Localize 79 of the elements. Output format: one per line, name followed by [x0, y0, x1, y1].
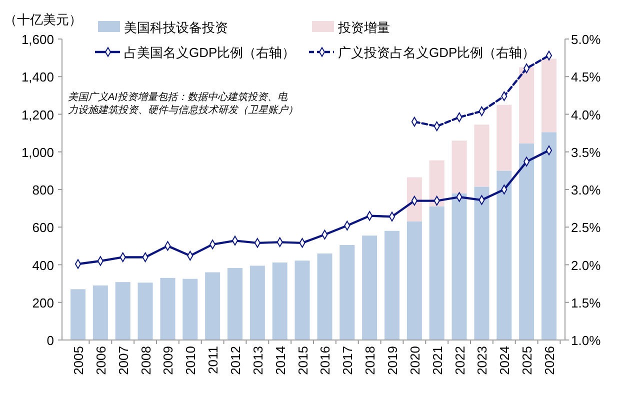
bar — [541, 132, 557, 340]
x-tick-label: 2006 — [93, 346, 108, 375]
bar — [474, 124, 490, 187]
y2-tick-label: 3.5% — [571, 144, 602, 160]
x-tick-label: 2017 — [340, 346, 356, 375]
bar — [496, 170, 512, 340]
point — [74, 259, 82, 269]
bar — [272, 262, 288, 340]
point — [546, 50, 552, 60]
bar — [519, 67, 534, 144]
x-tick-label: 2013 — [250, 346, 266, 375]
bar — [294, 260, 310, 340]
y-tick-label: 400 — [32, 258, 54, 273]
y2-tick-label: 2.0% — [571, 258, 602, 273]
bar — [406, 177, 422, 222]
x-tick-label: 2026 — [542, 346, 557, 375]
bar — [384, 230, 400, 340]
bar — [406, 221, 422, 340]
bar — [340, 244, 355, 340]
y-tick-label: 800 — [32, 182, 54, 198]
bar — [160, 278, 176, 340]
y2-tick-label: 1.5% — [571, 295, 602, 310]
bar — [182, 278, 198, 340]
y-tick-label: 0 — [46, 333, 54, 348]
legend-label: 广义投资占名义GDP比例（右轴） — [338, 45, 536, 60]
y2-tick-label: 5.0% — [571, 32, 602, 47]
y-axis-title: （十亿美元） — [4, 12, 82, 27]
bar — [92, 285, 108, 340]
y2-tick-label: 4.0% — [571, 107, 602, 122]
y-tick-label: 1,400 — [21, 70, 54, 85]
x-tick-label: 2023 — [474, 346, 490, 375]
x-tick-label: 2005 — [71, 346, 86, 375]
x-tick-label: 2008 — [138, 346, 154, 375]
bar — [250, 266, 265, 340]
x-tick-label: 2009 — [160, 346, 176, 375]
x-tick-label: 2018 — [362, 346, 378, 375]
bar — [429, 160, 444, 206]
bar — [541, 58, 557, 132]
x-tick-label: 2021 — [430, 346, 445, 375]
point — [388, 212, 396, 222]
bar — [115, 282, 130, 340]
bar — [205, 272, 220, 340]
point — [546, 146, 552, 156]
annotation: 美国广义AI投资增量包括：数据中心建筑投资、电力设施建筑投资、硬件与信息技术研发（卫星账户） — [68, 91, 298, 116]
x-tick-label: 2024 — [497, 346, 512, 375]
legend-label: 占美国名义GDP比例（右轴） — [124, 45, 296, 60]
bar — [452, 140, 467, 194]
x-tick-label: 2015 — [295, 346, 310, 375]
y-tick-label: 200 — [32, 295, 54, 310]
y2-tick-label: 3.0% — [571, 182, 602, 198]
x-tick-label: 2011 — [206, 346, 221, 374]
bar — [70, 289, 86, 340]
y-tick-label: 600 — [32, 220, 54, 236]
legend-label: 美国科技设备投资 — [124, 20, 228, 35]
bar — [138, 282, 153, 340]
x-tick-label: 2022 — [452, 346, 468, 375]
bar — [496, 104, 512, 171]
legend-label: 投资增量 — [337, 20, 390, 35]
x-tick-label: 2016 — [318, 346, 333, 375]
y-tick-label: 1,200 — [21, 107, 54, 122]
x-tick-label: 2014 — [272, 346, 288, 375]
bar — [474, 186, 490, 340]
y-tick-label: 1,000 — [21, 144, 54, 160]
y2-tick-label: 4.5% — [571, 70, 602, 85]
bar — [519, 143, 534, 340]
bar — [227, 268, 243, 340]
y-tick-label: 1,600 — [21, 32, 54, 47]
x-tick-label: 2025 — [520, 346, 535, 375]
bar — [317, 253, 332, 340]
y2-tick-label: 1.0% — [571, 333, 602, 348]
bar — [362, 236, 378, 340]
x-tick-label: 2019 — [385, 346, 400, 375]
x-tick-label: 2007 — [116, 346, 131, 375]
x-tick-label: 2020 — [407, 346, 422, 375]
x-tick-label: 2010 — [183, 346, 198, 375]
y2-tick-label: 2.5% — [571, 220, 602, 236]
bar — [429, 206, 444, 340]
bar — [452, 193, 467, 340]
x-tick-label: 2012 — [228, 346, 243, 375]
